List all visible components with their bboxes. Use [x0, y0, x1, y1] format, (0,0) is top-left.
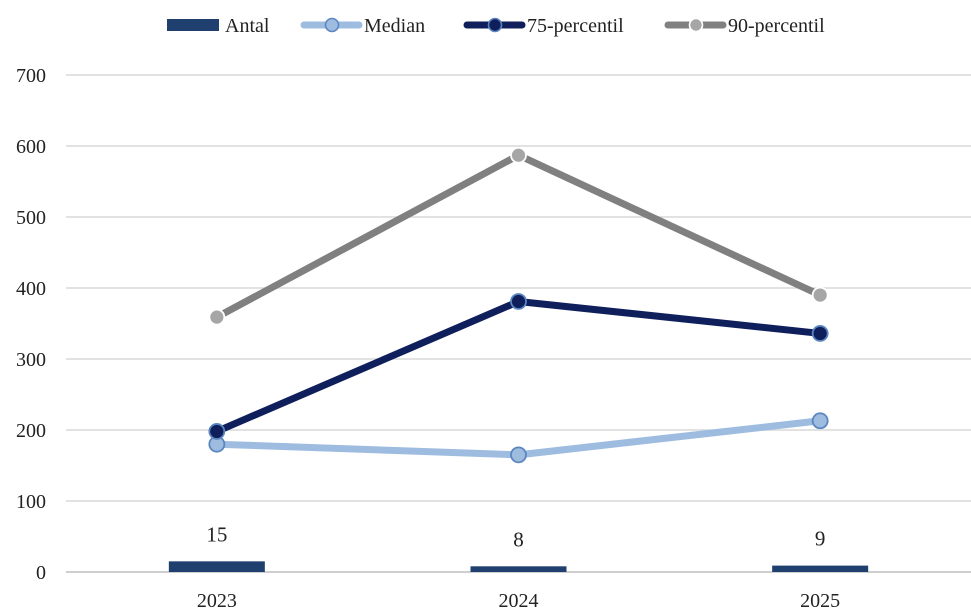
point-90-percentil-2024 [510, 146, 527, 164]
bar-data-label-2025: 9 [815, 527, 826, 551]
legend-label-75-percentil: 75-percentil [527, 15, 624, 37]
legend-swatch-marker-median [324, 17, 340, 33]
line-series [208, 146, 829, 464]
x-tick-label-2023: 2023 [197, 590, 237, 609]
y-axis: 0 100 200 300 400 500 600 700 [16, 65, 46, 584]
bar-2023 [168, 561, 265, 572]
x-tick-label-2024: 2024 [499, 590, 539, 609]
legend-swatch-marker-90-percentil [688, 17, 704, 33]
point-75-percentil-2023 [208, 423, 226, 440]
bar-data-label-2023: 15 [206, 522, 227, 546]
bar-2025 [772, 565, 869, 572]
y-tick-label-500: 500 [16, 207, 46, 229]
y-tick-label-100: 100 [16, 491, 46, 513]
series-line-90-percentil [213, 151, 824, 321]
y-tick-label-0: 0 [36, 562, 46, 584]
point-median-2025 [811, 412, 829, 430]
series-line-75-percentil [213, 297, 824, 435]
point-75-percentil-2024 [510, 293, 527, 310]
y-tick-label-600: 600 [16, 136, 46, 158]
point-75-percentil-2025 [811, 325, 829, 342]
x-axis: 2023 2024 2025 [197, 590, 840, 612]
bar-series: 15 8 9 [168, 522, 869, 572]
y-tick-label-400: 400 [16, 278, 46, 300]
legend-label-median: Median [364, 15, 425, 37]
x-tick-label-2025: 2025 [800, 590, 840, 609]
y-tick-label-300: 300 [16, 349, 46, 371]
point-median-2024 [510, 446, 527, 464]
legend-swatch-marker-75-percentil [487, 17, 503, 33]
bar-2024 [470, 566, 567, 572]
legend-label-90-percentil: 90-percentil [728, 15, 825, 37]
legend-label-antal: Antal [225, 15, 270, 37]
legend-swatch-antal [167, 19, 219, 31]
point-90-percentil-2023 [208, 308, 226, 326]
y-tick-label-200: 200 [16, 420, 46, 442]
point-90-percentil-2025 [811, 286, 829, 304]
y-tick-label-700: 700 [16, 65, 46, 87]
legend: Antal Median 75-percentil 90-percentil [167, 15, 825, 37]
bar-data-label-2024: 8 [513, 527, 524, 551]
